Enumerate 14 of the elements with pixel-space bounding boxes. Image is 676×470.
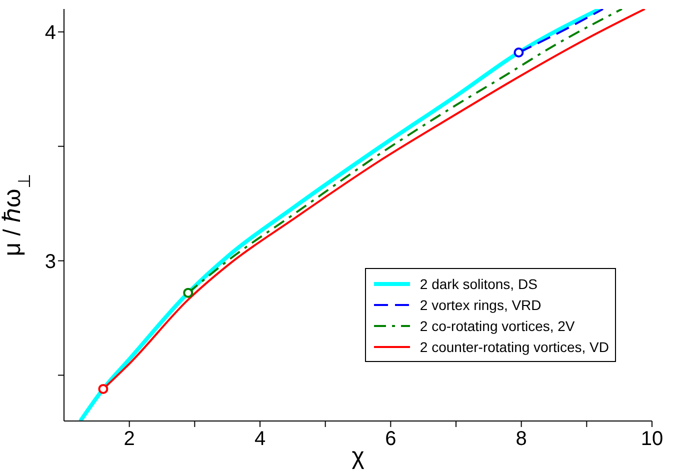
y-tick-label: 3 — [44, 250, 56, 273]
point — [514, 47, 524, 58]
x-tick-label: 4 — [254, 428, 266, 450]
x-tick-label: 10 — [640, 428, 664, 450]
legend-label: 2 co-rotating vortices, 2V — [420, 318, 575, 334]
x-tick-label: 6 — [385, 428, 396, 450]
x-tick-label: 8 — [516, 428, 527, 450]
point — [183, 288, 194, 298]
point — [98, 384, 108, 394]
x-axis-title: χ — [352, 443, 365, 470]
x-tick-label: 2 — [124, 428, 135, 450]
legend-label: 2 vortex rings, VRD — [420, 296, 542, 312]
legend-label: 2 dark solitons, DS — [420, 276, 538, 292]
legend-label: 2 counter-rotating vortices, VD — [420, 338, 609, 354]
